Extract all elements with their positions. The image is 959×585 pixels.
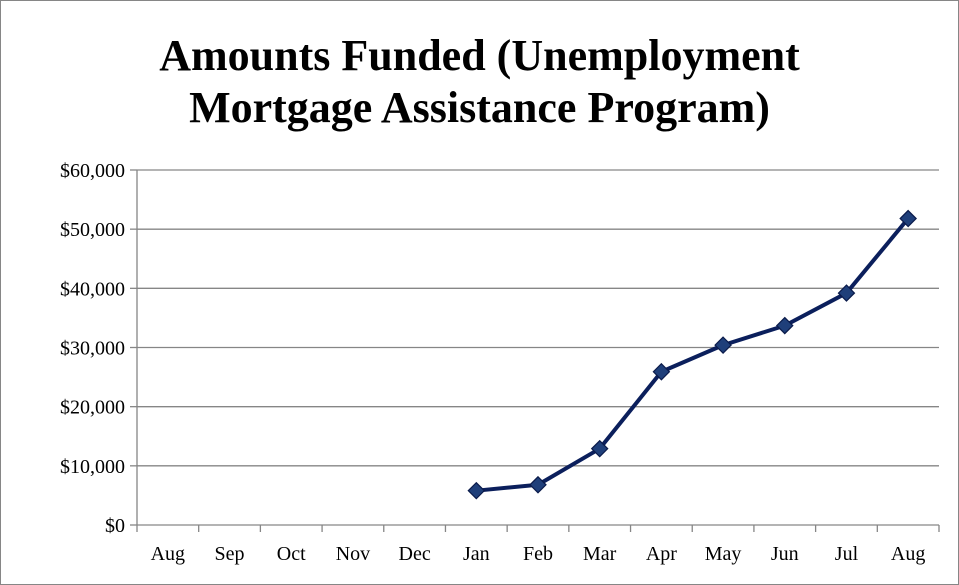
gridlines [137, 169, 939, 467]
series-markers [467, 209, 918, 500]
x-axis-tick-label: Dec [399, 543, 431, 565]
x-axis-tick-label: Jan [463, 543, 490, 565]
x-axis-tick-labels: Aug Sep Oct Nov Dec Jan Feb Mar Apr May Jun Jul Aug [151, 543, 926, 565]
y-axis-tick-label: $0 [105, 515, 125, 537]
y-axis-tick-label: $20,000 [60, 397, 125, 419]
x-axis-tick-label: Oct [277, 543, 306, 565]
x-axis-tick-label: Sep [215, 543, 245, 565]
x-axis-tick-label: Aug [151, 543, 185, 565]
y-axis-tick-label: $60,000 [60, 160, 125, 182]
y-axis-tick-label: $10,000 [60, 456, 125, 478]
y-axis-tick-label: $40,000 [60, 278, 125, 300]
y-axis-tick-label: $30,000 [60, 338, 125, 360]
data-point-marker [590, 439, 609, 458]
series-polyline [474, 216, 911, 493]
data-point-marker [529, 475, 547, 494]
x-axis-tick-label: Feb [523, 543, 553, 565]
x-axis-tick-label: Apr [646, 543, 677, 565]
chart-title-line-2: Mortgage Assistance Program) [189, 83, 770, 132]
y-axis-tick-labels: $0 $10,000 $20,000 $30,000 $40,000 $50,000 $60… [60, 160, 125, 537]
axes [130, 169, 940, 532]
y-axis-tick-label: $50,000 [60, 219, 125, 241]
data-point-marker [467, 481, 486, 500]
data-point-marker [837, 284, 856, 302]
x-axis-tick-label: Jun [771, 543, 799, 565]
x-axis-tick-label: Jul [835, 543, 859, 565]
series-line [474, 216, 911, 493]
data-point-marker [652, 362, 671, 381]
data-point-marker [714, 336, 732, 354]
data-point-marker [775, 316, 794, 335]
x-axis-tick-label: Mar [583, 543, 617, 565]
x-axis-tick-label: May [705, 543, 742, 565]
data-point-marker [899, 209, 918, 228]
x-axis-tick-label: Nov [336, 543, 370, 565]
chart-title-line-1: Amounts Funded (Unemployment [159, 31, 800, 80]
chart-title: Amounts Funded (Unemployment Mortgage As… [0, 30, 959, 134]
x-axis-tick-label: Aug [891, 543, 925, 565]
